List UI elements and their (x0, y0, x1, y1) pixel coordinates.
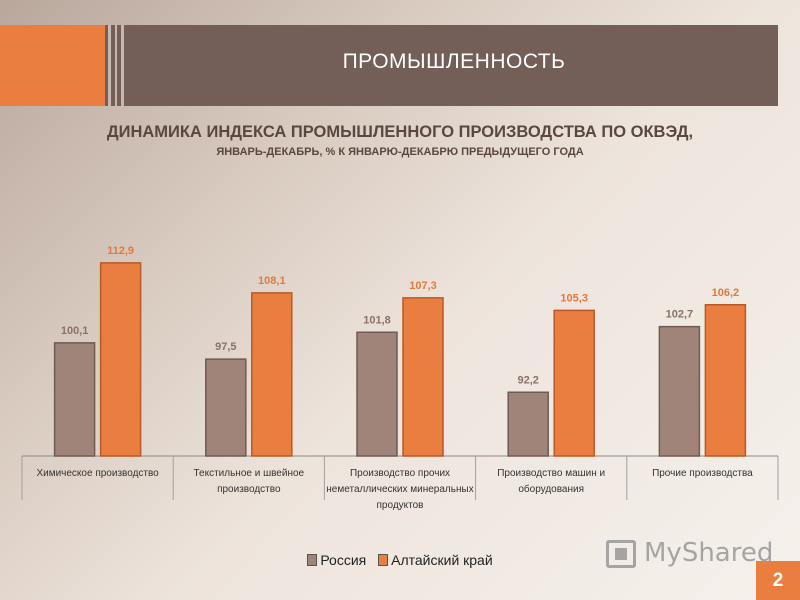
presentation-screen-icon (606, 540, 636, 568)
data-label-russia: 102,7 (666, 309, 694, 321)
header-stripe (108, 25, 111, 106)
watermark: MyShared (604, 534, 773, 574)
chart-subtitle: ЯНВАРЬ-ДЕКАБРЬ, % К ЯНВАРЮ-ДЕКАБРЮ ПРЕДЫ… (216, 146, 584, 158)
data-label-russia: 92,2 (517, 374, 538, 386)
bar-russia (205, 358, 247, 457)
header-stripe (115, 25, 117, 106)
bar-russia (658, 325, 701, 457)
page-number: 2 (756, 561, 800, 600)
data-label-altai: 112,9 (107, 245, 134, 257)
bar-russia (356, 331, 398, 457)
category-label: Химическое производство (36, 468, 159, 479)
legend-item-russia: Россия (307, 552, 366, 568)
bar-altai (402, 297, 444, 457)
data-label-russia: 100,1 (61, 325, 89, 337)
legend-swatch-russia (307, 554, 318, 566)
bar-altai (553, 309, 595, 457)
header-stripe (121, 25, 124, 106)
category-label: неметаллических минеральных (326, 484, 473, 495)
data-label-altai: 107,3 (409, 280, 437, 292)
bar-altai (251, 292, 293, 457)
category-label: продуктов (377, 500, 424, 511)
bar-altai (99, 262, 142, 457)
legend-item-altai: Алтайский край (378, 552, 493, 568)
data-label-altai: 108,1 (258, 275, 286, 287)
chart-legend: Россия Алтайский край (0, 552, 800, 568)
category-label: Прочие производства (652, 468, 753, 479)
watermark-text: MyShared (644, 538, 774, 568)
category-label: производство (217, 484, 281, 495)
data-label-altai: 106,2 (712, 287, 740, 299)
category-label: Производство машин и (497, 468, 605, 479)
category-label: оборудования (518, 483, 584, 495)
bar-altai (704, 304, 747, 457)
bar-russia (53, 342, 96, 457)
legend-label-russia: Россия (320, 552, 367, 568)
legend-label-altai: Алтайский край (391, 552, 493, 568)
data-label-russia: 101,8 (363, 314, 391, 326)
legend-swatch-altai (378, 554, 389, 566)
bar-russia (507, 391, 549, 457)
data-label-altai: 105,3 (560, 292, 588, 304)
header-title: ПРОМЫШЛЕННОСТЬ (342, 50, 566, 73)
data-label-russia: 97,5 (215, 341, 236, 353)
category-label: Текстильное и швейное (193, 468, 304, 479)
header-accent-block (0, 25, 105, 106)
chart-title: ДИНАМИКА ИНДЕКСА ПРОМЫШЛЕННОГО ПРОИЗВОДС… (106, 123, 694, 141)
category-label: Производство прочих (350, 468, 450, 479)
header-bar (0, 25, 778, 106)
